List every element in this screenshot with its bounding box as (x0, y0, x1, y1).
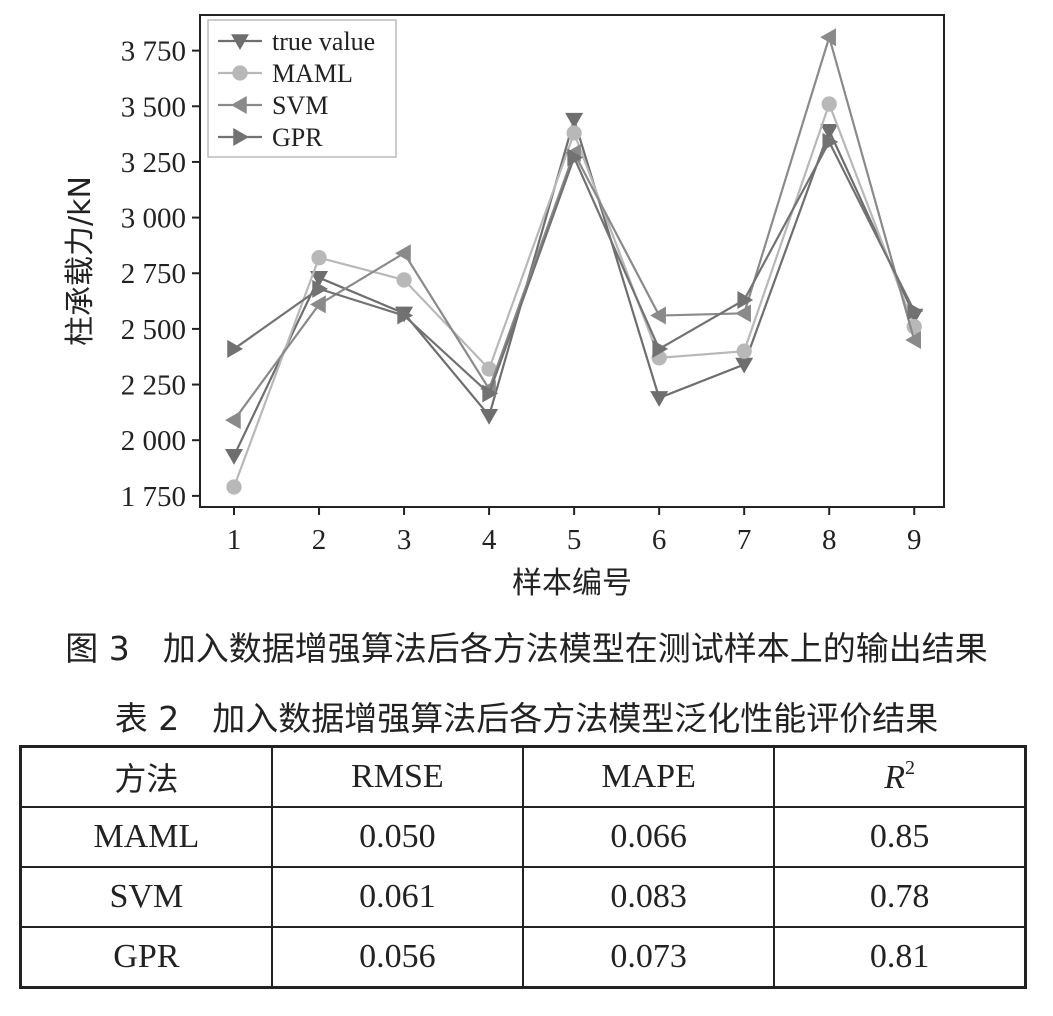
data-point-true-value (310, 270, 329, 287)
data-point-svm (225, 411, 241, 430)
cell-rmse: 0.056 (270, 926, 525, 989)
data-point-gpr (907, 302, 924, 321)
data-point-gpr (652, 339, 669, 358)
legend-marker (232, 65, 248, 81)
y-tick-label: 1 750 (121, 481, 186, 513)
legend-label: GPR (272, 123, 323, 152)
legend-item-gpr: GPR (218, 123, 323, 152)
data-point-svm (650, 306, 666, 325)
header-method: 方法 (19, 745, 273, 808)
data-point-maml (566, 125, 582, 141)
data-point-gpr (567, 148, 584, 167)
cell-method: MAML (19, 806, 273, 868)
cell-method: SVM (19, 866, 273, 928)
cell-method: GPR (19, 926, 273, 989)
legend-item-maml: MAML (218, 59, 353, 88)
x-axis-label: 样本编号 (512, 566, 632, 601)
line-chart: 1 750 2 000 2 250 2 500 2 750 3 000 3 250 3 500… (63, 14, 945, 601)
y-tick-label: 2 250 (121, 370, 186, 402)
data-point-maml (821, 96, 837, 112)
figure-caption: 图 3 加入数据增强算法后各方法模型在测试样本上的输出结果 (65, 629, 988, 668)
x-tick-label: 5 (567, 524, 582, 556)
table-header-row: 方法 RMSE MAPE R2 (19, 745, 1027, 808)
x-tick-label: 2 (312, 524, 327, 556)
legend-marker (233, 128, 249, 146)
data-point-gpr (737, 290, 754, 309)
y-axis-label: 柱承载力/kN (63, 176, 98, 346)
legend-marker (231, 34, 249, 50)
x-tick-label: 8 (822, 524, 837, 556)
table-caption: 表 2 加入数据增强算法后各方法模型泛化性能评价结果 (114, 699, 939, 738)
cell-rmse: 0.061 (270, 866, 525, 928)
y-tick-label: 3 500 (121, 91, 186, 123)
legend-label: MAML (272, 59, 353, 88)
y-tick-label: 2 750 (121, 258, 186, 290)
y-tick-label: 2 500 (121, 314, 186, 346)
data-point-svm (735, 304, 751, 323)
cell-mape: 0.083 (521, 866, 776, 928)
legend-marker (231, 96, 247, 114)
y-tick-label: 3 000 (121, 203, 186, 235)
y-tick-label: 2 000 (121, 425, 186, 457)
data-point-maml (396, 272, 412, 288)
x-tick-label: 3 (397, 524, 412, 556)
y-tick-label: 3 250 (121, 147, 186, 179)
data-point-svm (820, 28, 836, 47)
data-point-maml (481, 361, 497, 377)
x-tick-label: 6 (652, 524, 667, 556)
r2-exponent: 2 (905, 757, 916, 779)
y-axis-ticks: 1 750 2 000 2 250 2 500 2 750 3 000 3 250 3 500… (121, 36, 200, 513)
data-point-maml (311, 250, 327, 266)
data-point-gpr (482, 384, 499, 403)
x-tick-label: 7 (737, 524, 752, 556)
cell-mape: 0.073 (521, 926, 776, 989)
data-point-true-value (650, 391, 669, 407)
data-point-gpr (822, 132, 839, 151)
series-gpr (227, 132, 924, 403)
data-point-svm (905, 331, 921, 350)
data-point-svm (395, 244, 411, 263)
data-point-true-value (820, 124, 839, 140)
data-point-true-value (565, 112, 584, 129)
cell-rmse: 0.050 (270, 806, 525, 868)
r2-letter: R (884, 759, 906, 796)
legend-item-svm: SVM (218, 91, 328, 120)
plot-area-frame (199, 14, 945, 508)
x-tick-label: 1 (227, 524, 242, 556)
data-point-gpr (227, 339, 244, 358)
data-point-gpr (397, 306, 414, 325)
series-maml (226, 96, 922, 495)
chart-legend: true value MAML SVM GPR (207, 19, 397, 158)
data-point-true-value (480, 408, 499, 425)
series-line-true-value (233, 115, 916, 457)
data-point-maml (736, 343, 752, 359)
legend-item-true-value: true value (218, 27, 375, 56)
metrics-table: 方法 RMSE MAPE R2 MAML 0.050 0.066 0.85 SV… (19, 745, 1027, 989)
cell-r2: 0.78 (773, 866, 1027, 928)
x-tick-label: 9 (907, 524, 922, 556)
x-tick-label: 4 (482, 524, 497, 556)
x-axis-ticks: 1 2 3 4 5 6 7 8 9 (227, 507, 922, 556)
series-layer (225, 28, 924, 495)
series-true-value (225, 112, 924, 465)
data-point-true-value (735, 357, 754, 374)
legend-label: SVM (272, 91, 328, 120)
cell-r2: 0.85 (773, 806, 1027, 868)
table-row: MAML 0.050 0.066 0.85 (19, 806, 1027, 868)
header-r2: R2 (773, 745, 1027, 808)
y-tick-label: 3 750 (121, 36, 186, 68)
data-point-gpr (312, 279, 329, 298)
cell-r2: 0.81 (773, 926, 1027, 989)
table-row: GPR 0.056 0.073 0.81 (19, 926, 1027, 989)
legend-label: true value (272, 27, 375, 56)
header-rmse: RMSE (270, 745, 525, 808)
data-point-true-value (225, 449, 244, 465)
cell-mape: 0.066 (521, 806, 776, 868)
data-point-svm (310, 295, 326, 314)
table-row: SVM 0.061 0.083 0.78 (19, 866, 1027, 928)
header-mape: MAPE (521, 745, 776, 808)
data-point-maml (226, 479, 242, 495)
